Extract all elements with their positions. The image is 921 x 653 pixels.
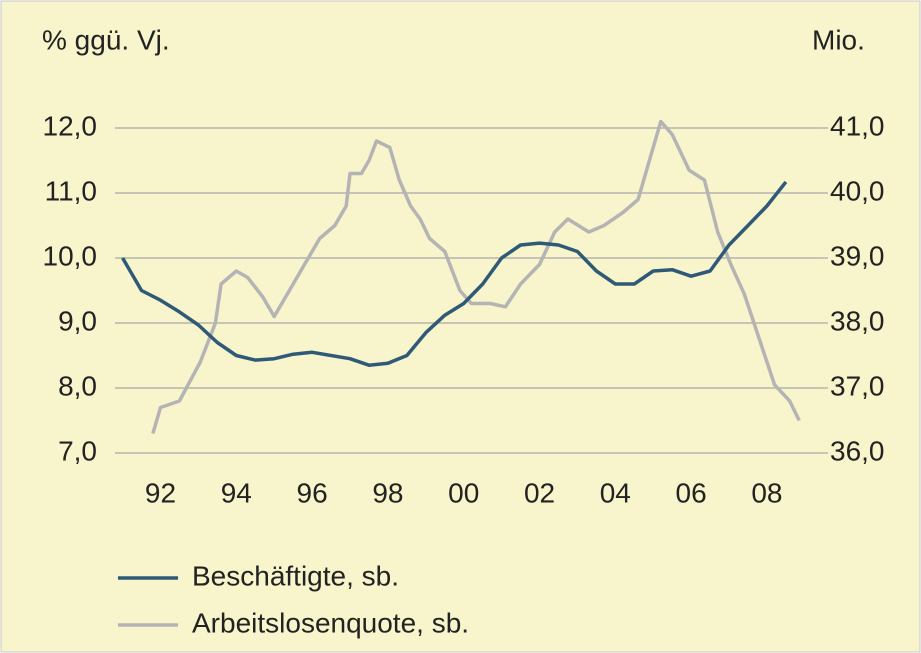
x-tick-label: 00 [448,477,479,508]
y-tick-label: 8,0 [58,370,97,401]
y-tick-label: 11,0 [45,175,97,206]
x-tick-label: 04 [600,477,631,508]
y2-tick-label: 36,0 [830,435,885,466]
y2-tick-label: 41,0 [830,110,885,141]
y2-axis-title: Mio. [812,24,865,55]
y-axis-title: % ggü. Vj. [42,24,170,55]
y-tick-label: 10,0 [43,240,98,271]
x-tick-label: 02 [524,477,555,508]
legend-label: Arbeitslosenquote, sb. [192,607,469,638]
x-tick-label: 94 [221,477,252,508]
y2-tick-label: 37,0 [830,370,885,401]
series-line [121,180,788,367]
y2-tick-label: 40,0 [830,175,885,206]
series-line [151,119,801,434]
y2-tick-label: 38,0 [830,305,885,336]
x-tick-label: 06 [676,477,707,508]
x-tick-label: 98 [372,477,403,508]
legend-label: Beschäftigte, sb. [192,560,399,591]
y-tick-label: 7,0 [58,435,97,466]
x-tick-label: 92 [145,477,176,508]
x-tick-label: 08 [751,477,782,508]
y2-tick-label: 39,0 [830,240,885,271]
x-tick-label: 96 [297,477,328,508]
y-tick-label: 12,0 [43,110,98,141]
y-tick-label: 9,0 [58,305,97,336]
